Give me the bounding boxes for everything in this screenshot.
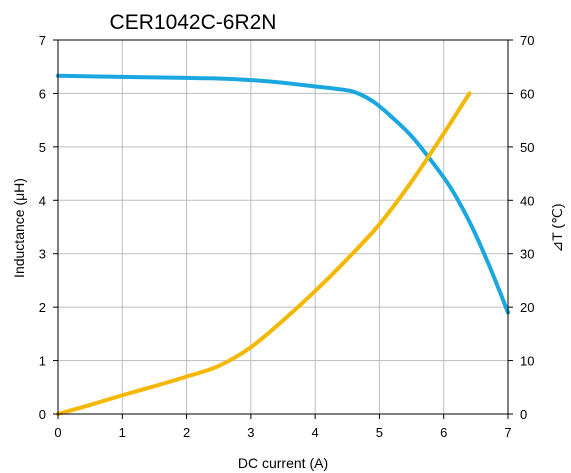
x-tick-label: 4 xyxy=(312,425,319,440)
y2-tick-label: 20 xyxy=(520,300,534,315)
plot-frame xyxy=(57,39,509,415)
y-tick-label: 4 xyxy=(39,193,46,208)
x-tick-label: 6 xyxy=(440,425,447,440)
tick-layer xyxy=(53,39,513,419)
chart-title: CER1042C-6R2N xyxy=(110,11,277,34)
x-tick-label: 5 xyxy=(376,425,383,440)
y-axis-title: Inductance (μH) xyxy=(11,178,27,278)
y-tick-label: 6 xyxy=(39,86,46,101)
grid-layer xyxy=(58,40,508,414)
y-tick-label: 5 xyxy=(39,140,46,155)
x-tick-label: 7 xyxy=(504,425,511,440)
y-tick-label: 7 xyxy=(39,33,46,48)
y2-tick-label: 50 xyxy=(520,140,534,155)
y-tick-label: 1 xyxy=(39,354,46,369)
series-layer xyxy=(56,73,510,416)
y2-tick-label: 0 xyxy=(520,407,527,422)
y2-tick-label: 10 xyxy=(520,354,534,369)
x-tick-label: 1 xyxy=(119,425,126,440)
y-tick-label: 2 xyxy=(39,300,46,315)
x-tick-label: 3 xyxy=(247,425,254,440)
y2-tick-label: 60 xyxy=(520,86,534,101)
y-tick-label: 3 xyxy=(39,247,46,262)
x-tick-label: 2 xyxy=(183,425,190,440)
x-axis-title: DC current (A) xyxy=(238,455,328,471)
inductance-line xyxy=(56,73,510,315)
y-tick-label: 0 xyxy=(39,407,46,422)
x-tick-label: 0 xyxy=(54,425,61,440)
temperature-rise-line xyxy=(56,91,472,416)
y2-axis-title: ⊿T (℃) xyxy=(549,204,565,253)
y2-tick-label: 40 xyxy=(520,193,534,208)
y2-tick-label: 30 xyxy=(520,247,534,262)
y2-tick-label: 70 xyxy=(520,33,534,48)
